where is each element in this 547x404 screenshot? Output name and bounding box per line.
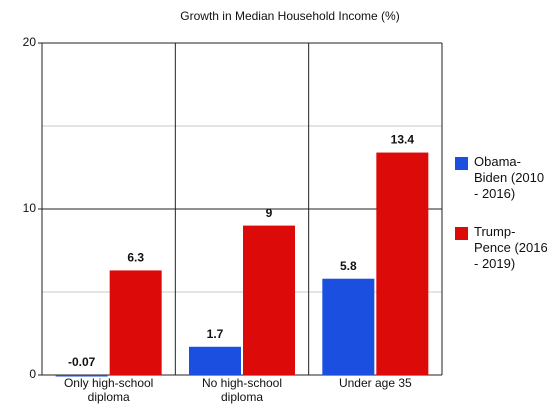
x-tick-label: Under age 35	[339, 376, 412, 390]
bar	[55, 375, 108, 377]
value-label: -0.07	[68, 355, 96, 369]
x-tick-label: Only high-school diploma	[64, 376, 153, 404]
legend-swatch	[455, 157, 468, 170]
y-tick-label: 20	[23, 35, 37, 49]
value-label: 9	[266, 206, 273, 220]
y-tick-label: 0	[29, 367, 36, 381]
legend-label: Trump-Pence (2016- 2019)	[474, 224, 547, 271]
value-label: 13.4	[391, 133, 415, 147]
y-tick-label: 10	[23, 201, 37, 215]
chart-title: Growth in Median Household Income (%)	[180, 9, 399, 23]
bar	[109, 270, 162, 375]
value-label: 6.3	[127, 251, 144, 265]
legend-swatch	[455, 227, 468, 240]
value-label: 5.8	[340, 259, 357, 273]
bar	[322, 278, 375, 375]
bar	[376, 152, 429, 375]
bar	[243, 225, 295, 375]
legend-label: Obama-Biden (2010- 2016)	[474, 154, 544, 201]
bar	[189, 346, 241, 375]
x-tick-label: No high-school diploma	[202, 376, 282, 404]
value-label: 1.7	[207, 327, 224, 341]
